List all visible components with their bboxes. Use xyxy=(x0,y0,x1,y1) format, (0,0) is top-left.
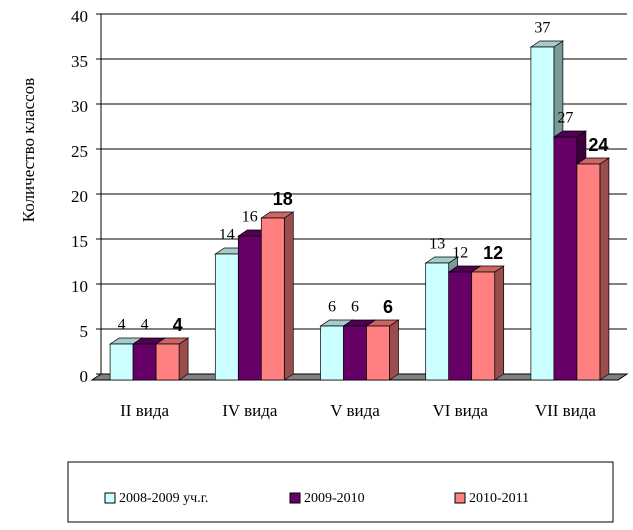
bar xyxy=(365,319,400,381)
bar-front xyxy=(343,325,367,381)
legend-label: 2009-2010 xyxy=(304,491,365,506)
x-tick-label: IV вида xyxy=(222,401,278,420)
bar-side xyxy=(494,265,505,381)
y-tick-label: 35 xyxy=(71,52,88,71)
value-label: 24 xyxy=(588,135,608,155)
legend-label: 2008-2009 уч.г. xyxy=(119,491,208,506)
value-label: 14 xyxy=(219,227,235,244)
bar-front xyxy=(260,217,285,381)
value-label: 4 xyxy=(141,317,149,334)
bar xyxy=(260,211,295,381)
y-tick-label: 20 xyxy=(71,187,88,206)
value-label: 4 xyxy=(173,315,183,335)
bar-side xyxy=(389,319,399,381)
bar-front xyxy=(530,46,555,381)
bar-front xyxy=(366,325,390,381)
bar-side xyxy=(599,157,610,381)
value-label: 6 xyxy=(383,297,393,317)
bar xyxy=(470,265,505,381)
y-axis-label: Количество классов xyxy=(19,78,38,222)
legend-box xyxy=(67,461,614,523)
bar-front xyxy=(237,235,262,381)
value-label: 16 xyxy=(242,209,258,226)
y-tick-label: 15 xyxy=(71,232,88,251)
legend-swatch xyxy=(454,492,466,504)
bar-front xyxy=(553,136,578,381)
bar-front xyxy=(132,343,157,381)
bar-front xyxy=(320,325,344,381)
value-label: 6 xyxy=(328,299,336,316)
x-tick-label: VII вида xyxy=(535,401,597,420)
legend-label: 2010-2011 xyxy=(469,491,529,506)
y-tick-label: 30 xyxy=(71,97,88,116)
bar-front xyxy=(425,262,450,381)
bar-side xyxy=(178,337,189,381)
x-tick-label: VI вида xyxy=(432,401,488,420)
bar xyxy=(154,337,190,381)
value-label: 18 xyxy=(273,189,293,209)
bar-front xyxy=(109,343,134,381)
y-tick-label: 25 xyxy=(71,142,88,161)
value-label: 12 xyxy=(452,245,468,262)
value-label: 4 xyxy=(118,317,126,334)
bar-front xyxy=(576,163,601,381)
value-label: 37 xyxy=(534,20,550,37)
legend-swatch xyxy=(289,492,301,504)
bar-front xyxy=(471,271,496,381)
value-label: 13 xyxy=(429,236,445,253)
bar xyxy=(575,157,611,381)
value-label: 27 xyxy=(557,110,573,127)
y-tick-label: 5 xyxy=(80,322,89,341)
y-tick-label: 10 xyxy=(71,277,88,296)
value-label: 12 xyxy=(483,243,503,263)
y-tick-label: 0 xyxy=(80,367,89,386)
bar-front xyxy=(448,271,473,381)
legend-swatch xyxy=(104,492,116,504)
x-tick-label: II вида xyxy=(120,401,169,420)
bar-front xyxy=(214,253,239,381)
bar-side xyxy=(283,211,294,381)
value-label: 6 xyxy=(351,299,359,316)
x-tick-label: V вида xyxy=(330,401,380,420)
bar-front xyxy=(155,343,180,381)
y-tick-label: 40 xyxy=(71,7,88,26)
